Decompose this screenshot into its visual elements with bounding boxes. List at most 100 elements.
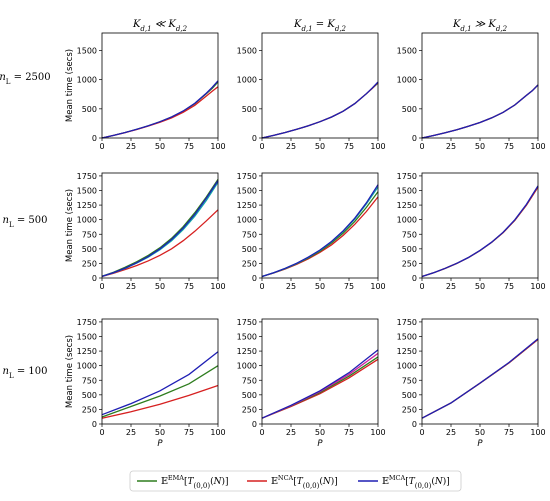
- y-tick-label: 250: [242, 405, 257, 414]
- y-tick-label: 500: [82, 245, 97, 254]
- row-label-1: nL = 500: [3, 215, 48, 229]
- x-tick-label: 0: [419, 282, 424, 291]
- x-tick-label: 0: [419, 428, 424, 437]
- x-tick-label: 0: [99, 282, 104, 291]
- y-tick-label: 1250: [77, 201, 97, 210]
- y-tick-label: 500: [242, 105, 257, 114]
- y-tick-label: 750: [402, 376, 417, 385]
- series-line-mca: [101, 351, 219, 416]
- series-line-nca: [421, 338, 539, 419]
- subplot-title: Kd,1 ≫ Kd,2: [452, 19, 508, 33]
- x-tick-label: 100: [210, 282, 225, 291]
- y-tick-label: 1250: [237, 201, 257, 210]
- y-tick-label: 1000: [397, 216, 417, 225]
- x-tick-label: 75: [344, 282, 354, 291]
- y-tick-label: 750: [242, 376, 257, 385]
- x-tick-label: 50: [315, 142, 325, 151]
- series-line-teal: [261, 186, 379, 278]
- y-tick-label: 1000: [397, 362, 417, 371]
- y-tick-label: 1000: [237, 76, 257, 85]
- series-line-ema: [261, 82, 379, 139]
- x-tick-label: 75: [504, 142, 514, 151]
- legend-label: 𝔼MCA[T(0,0)(N)]: [382, 474, 450, 490]
- x-tick-label: 25: [446, 428, 456, 437]
- series-line-nca: [261, 196, 379, 278]
- series-line-mca: [261, 349, 379, 419]
- y-tick-label: 1500: [397, 187, 417, 196]
- y-tick-label: 1500: [237, 47, 257, 56]
- series-line-mca: [421, 185, 539, 278]
- subplot-title: Kd,1 ≪ Kd,2: [132, 19, 188, 33]
- series-line-ema: [421, 338, 539, 419]
- y-tick-label: 1750: [237, 172, 257, 181]
- y-tick-label: 0: [92, 420, 97, 429]
- y-tick-label: 1000: [237, 216, 257, 225]
- y-tick-label: 1250: [77, 347, 97, 356]
- series-line-teal: [101, 181, 219, 278]
- x-tick-label: 50: [155, 428, 165, 437]
- y-tick-label: 1500: [397, 333, 417, 342]
- x-tick-label: 75: [504, 282, 514, 291]
- series-line-mca: [421, 338, 539, 419]
- x-tick-label: 100: [210, 428, 225, 437]
- series-line-mca: [421, 84, 539, 139]
- series-line-nca: [101, 86, 219, 139]
- series-line-mca: [101, 180, 219, 278]
- x-tick-label: 0: [419, 142, 424, 151]
- y-tick-label: 0: [412, 134, 417, 143]
- plot-frame: [261, 172, 379, 279]
- y-tick-label: 250: [402, 259, 417, 268]
- series-line-ema: [101, 365, 219, 418]
- legend-label: 𝔼NCA[T(0,0)(N)]: [271, 474, 338, 490]
- y-tick-label: 1750: [237, 318, 257, 327]
- y-tick-label: 500: [242, 245, 257, 254]
- y-tick-label: 1000: [237, 362, 257, 371]
- x-tick-label: 100: [370, 428, 385, 437]
- y-tick-label: 1000: [77, 76, 97, 85]
- x-tick-label: 0: [99, 428, 104, 437]
- y-tick-label: 750: [82, 230, 97, 239]
- series-line-ema: [101, 179, 219, 277]
- series-line-ema: [101, 81, 219, 139]
- y-tick-label: 500: [402, 391, 417, 400]
- x-tick-label: 25: [286, 428, 296, 437]
- y-tick-label: 0: [92, 134, 97, 143]
- y-tick-label: 500: [402, 105, 417, 114]
- series-line-ema: [421, 186, 539, 278]
- y-tick-label: 0: [252, 420, 257, 429]
- y-tick-label: 1000: [77, 362, 97, 371]
- x-tick-label: 75: [184, 142, 194, 151]
- y-tick-label: 1250: [397, 347, 417, 356]
- row-label-2: nL = 100: [3, 366, 48, 380]
- x-tick-label: 25: [126, 142, 136, 151]
- series-line-mca: [261, 81, 379, 139]
- y-tick-label: 0: [252, 274, 257, 283]
- y-tick-label: 750: [82, 376, 97, 385]
- y-axis-label: Mean time (secs): [65, 189, 75, 262]
- y-tick-label: 1250: [237, 347, 257, 356]
- y-tick-label: 1500: [397, 47, 417, 56]
- series-line-nca: [101, 384, 219, 419]
- x-tick-label: 100: [370, 142, 385, 151]
- y-tick-label: 250: [82, 259, 97, 268]
- x-tick-label: 100: [530, 282, 545, 291]
- x-tick-label: 25: [126, 282, 136, 291]
- x-tick-label: 50: [315, 282, 325, 291]
- x-tick-label: 100: [210, 142, 225, 151]
- y-tick-label: 1500: [237, 187, 257, 196]
- y-tick-label: 1750: [397, 318, 417, 327]
- y-tick-label: 750: [242, 230, 257, 239]
- x-tick-label: 0: [259, 428, 264, 437]
- y-tick-label: 500: [82, 105, 97, 114]
- x-tick-label: 25: [286, 282, 296, 291]
- y-tick-label: 1750: [77, 318, 97, 327]
- series-line-ema: [261, 191, 379, 278]
- y-tick-label: 1000: [77, 216, 97, 225]
- x-tick-label: 0: [259, 282, 264, 291]
- plot-frame: [261, 318, 379, 425]
